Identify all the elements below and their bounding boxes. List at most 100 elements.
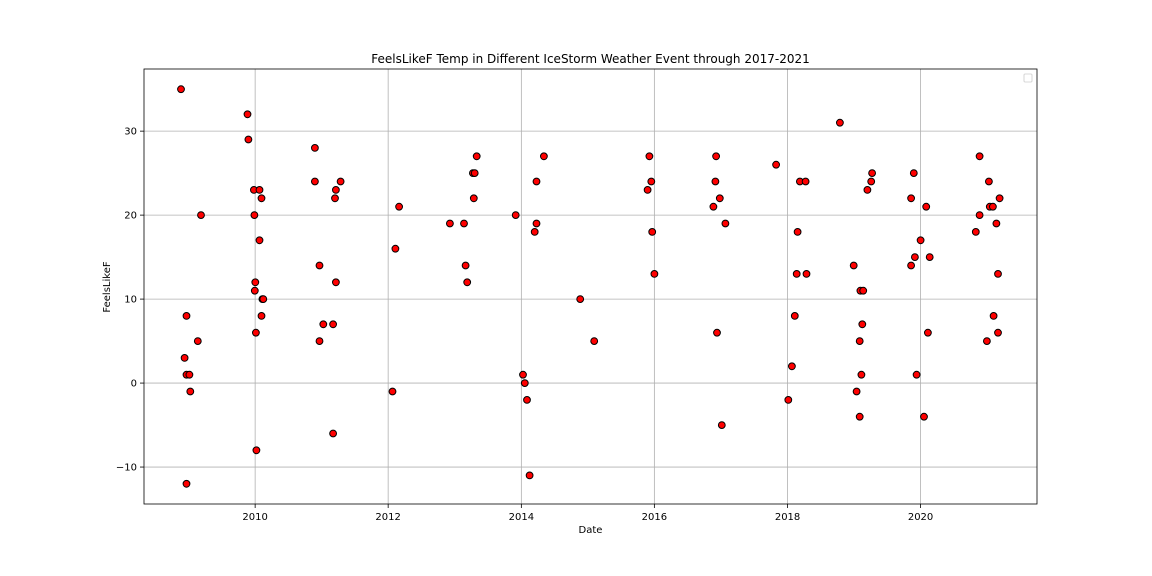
data-point [643,186,652,194]
data-point [193,337,202,346]
data-point [244,135,253,144]
data-point [849,261,858,270]
data-point [907,194,915,203]
data-point [251,278,260,287]
data-point [470,169,479,178]
y-tick-label: 10 [124,295,137,306]
data-point [252,446,261,455]
data-point [916,236,925,245]
y-tick-label: 0 [131,379,137,390]
data-point [920,412,928,421]
x-tick-label: 2012 [375,512,400,523]
data-point [717,421,726,430]
data-point [446,219,454,228]
data-point [180,354,189,362]
data-point [995,194,1004,203]
data-point [532,219,541,228]
data-point [712,152,720,161]
data-point [857,370,866,379]
data-point [909,169,918,178]
data-point [715,194,724,203]
data-point [259,295,268,304]
data-point [519,370,527,379]
data-point [792,270,801,278]
data-point [709,202,718,211]
y-tick-label: 20 [124,211,137,222]
data-point [650,270,659,278]
data-point [257,194,266,203]
data-point [177,85,185,94]
data-point [645,152,654,161]
x-axis-label: Date [579,525,603,536]
data-point [329,429,338,438]
data-point [332,278,340,287]
data-point [250,286,259,295]
data-point [867,177,876,186]
y-axis-label: FeelsLikeF [102,261,113,312]
data-point [994,270,1002,278]
data-point [784,396,793,404]
data-point [525,471,534,480]
data-point [460,219,468,228]
data-point [391,244,400,253]
data-point [985,177,993,186]
data-point [311,177,319,186]
data-point [469,194,478,203]
data-point [994,328,1002,337]
data-point [255,186,264,194]
chart-title: FeelsLikeF Temp in Different IceStorm We… [371,52,810,66]
data-point [243,110,252,119]
data-point [859,286,868,295]
data-point [315,337,324,346]
data-point [182,312,191,320]
data-point [319,320,328,329]
data-point [907,261,915,270]
data-point [801,177,810,186]
data-point [511,211,520,220]
data-point [332,186,340,194]
data-point [648,228,657,236]
data-point [336,177,345,186]
data-point [331,194,339,203]
data-point [790,312,799,320]
data-point [388,387,397,396]
data-point [540,152,548,161]
data-point [329,320,338,329]
x-tick-label: 2016 [642,512,667,523]
data-point [989,312,998,320]
data-point [315,261,324,270]
data-point [922,202,931,211]
x-tick-label: 2018 [775,512,800,523]
data-point [868,169,876,178]
axis-ticks: 2010 2012 2014 2016 2018 2020 −10 0 10 20 30 [116,127,933,523]
data-point [182,479,191,488]
data-point [852,387,861,396]
legend-box [1023,73,1033,83]
x-tick-label: 2010 [242,512,267,523]
data-point [975,152,984,161]
data-point [395,202,404,211]
data-point [532,177,541,186]
data-point [772,160,780,169]
data-point [463,278,472,287]
data-point [185,370,194,379]
data-point [788,362,796,371]
data-point [255,236,264,245]
x-tick-label: 2014 [509,512,534,523]
data-point [983,337,991,346]
data-point [250,211,259,220]
data-points [177,85,1004,488]
data-point [186,387,195,396]
data-point [992,219,1001,228]
data-point [989,202,997,211]
data-point [924,328,932,337]
data-point [520,379,529,388]
plot-frame [143,68,1038,505]
data-point [863,186,872,194]
data-point [971,228,980,236]
data-point [252,328,260,337]
x-tick-label: 2020 [908,512,933,523]
data-point [530,228,539,236]
data-point [576,295,585,304]
